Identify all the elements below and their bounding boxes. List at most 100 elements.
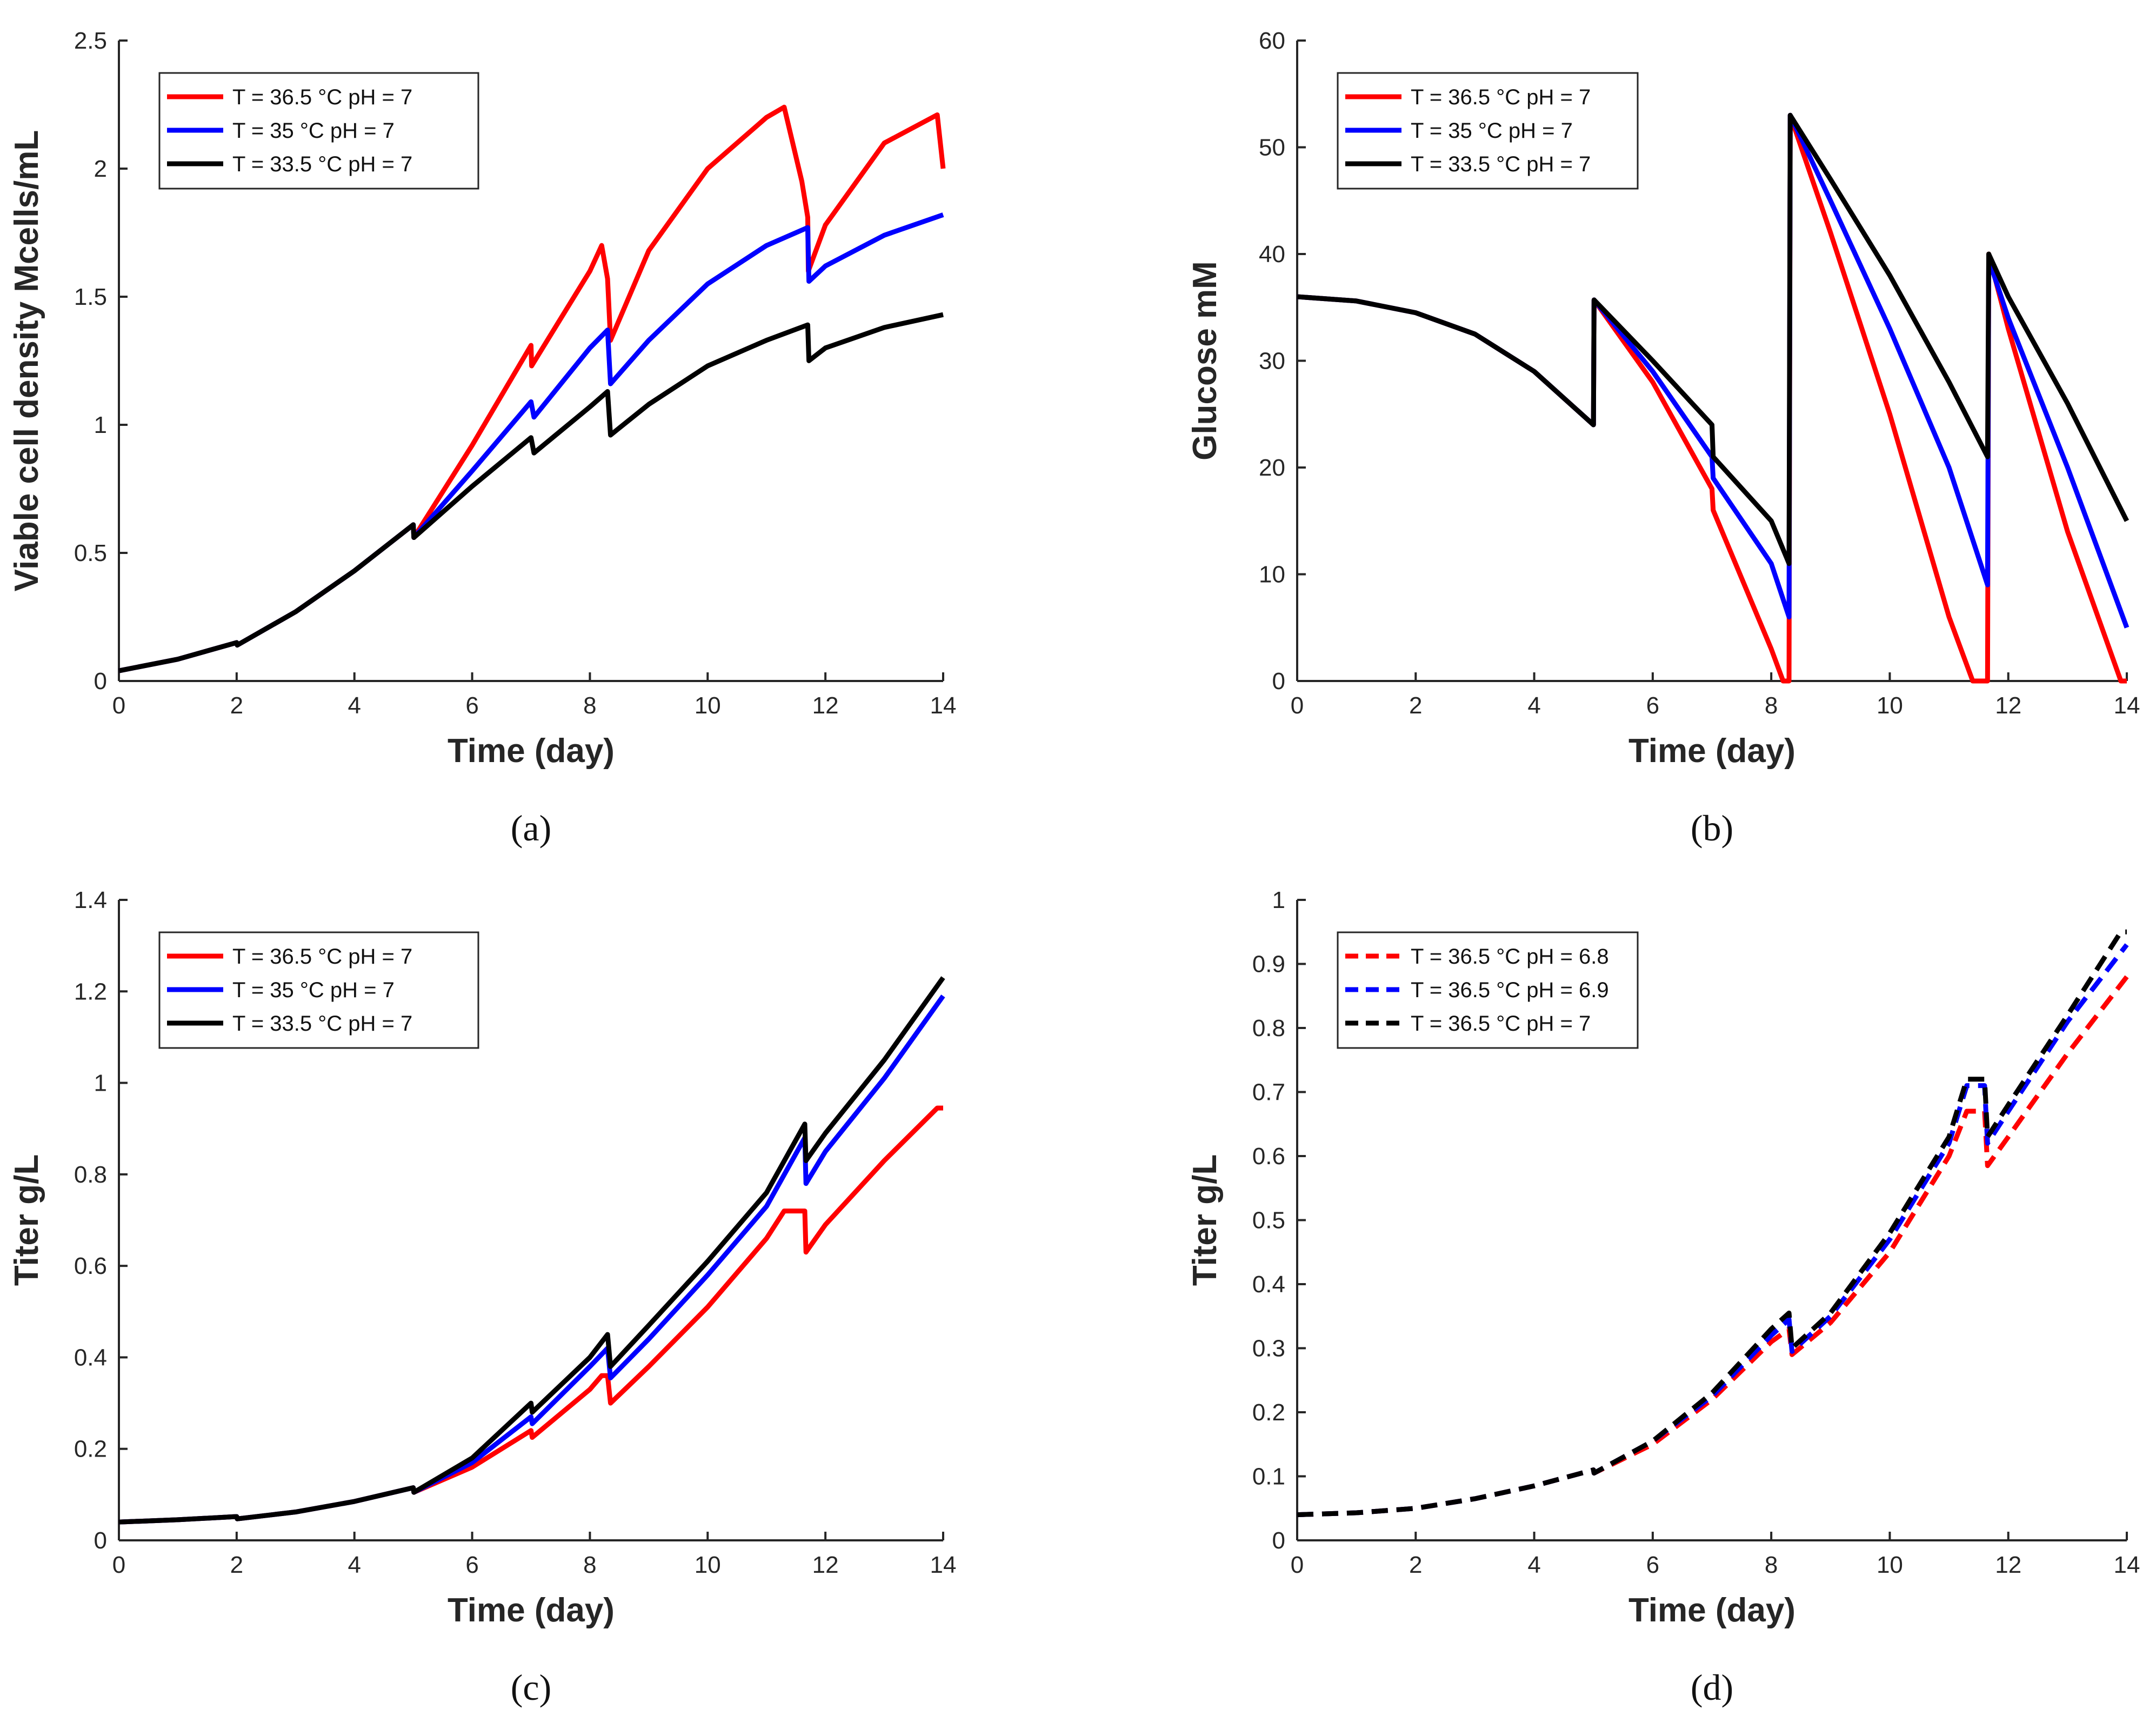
y-tick-label: 0 [1272, 1527, 1285, 1554]
y-tick-label: 40 [1259, 241, 1285, 268]
x-tick-label: 10 [1877, 692, 1903, 719]
y-tick-label: 0.4 [74, 1344, 107, 1371]
legend-label: T = 33.5 °C pH = 7 [232, 1012, 412, 1036]
x-tick-label: 8 [1765, 692, 1778, 719]
y-tick-label: 0 [1272, 668, 1285, 695]
y-tick-label: 2.5 [74, 28, 107, 54]
series-line [118, 312, 944, 673]
series-line [1297, 929, 2127, 1518]
y-tick-label: 1.4 [74, 887, 107, 913]
x-tick-label: 14 [930, 692, 957, 719]
x-tick-label: 4 [1527, 1552, 1540, 1578]
x-axis-label: Time (day) [448, 732, 615, 770]
x-axis-label: Time (day) [1628, 732, 1795, 770]
panel-caption: (d) [1691, 1667, 1733, 1708]
x-tick-label: 4 [1527, 692, 1540, 719]
x-tick-label: 8 [583, 1552, 596, 1578]
chart-panel: 0 2 4 6 8 10 12 14 0 0.2 0.4 0.6 0.8 1 1.2 1.4 Time (day… [8, 887, 956, 1708]
y-tick-label: 0.3 [1252, 1336, 1285, 1362]
x-tick-label: 12 [1995, 692, 2021, 719]
y-tick-label: 1 [94, 412, 107, 438]
x-tick-label: 14 [2114, 692, 2140, 719]
x-axis-label: Time (day) [448, 1592, 615, 1629]
x-tick-label: 8 [1765, 1552, 1778, 1578]
y-tick-label: 60 [1259, 28, 1285, 54]
y-tick-label: 0.4 [1252, 1271, 1285, 1298]
y-tick-label: 0 [94, 668, 107, 695]
legend: T = 36.5 °C pH = 7 T = 35 °C pH = 7 T = 33… [158, 72, 479, 190]
series-line [1297, 112, 2130, 566]
y-tick-label: 1 [1272, 887, 1285, 913]
y-tick-label: 1.5 [74, 284, 107, 310]
y-tick-label: 0.2 [74, 1436, 107, 1463]
legend-label: T = 36.5 °C pH = 7 [232, 945, 412, 969]
panel-caption: (b) [1691, 807, 1733, 849]
y-tick-label: 0.7 [1252, 1079, 1285, 1106]
y-tick-label: 0.2 [1252, 1399, 1285, 1426]
legend-label: T = 36.5 °C pH = 7 [1411, 85, 1591, 109]
x-tick-label: 4 [348, 1552, 361, 1578]
series-line [118, 976, 945, 1525]
x-tick-label: 14 [930, 1552, 957, 1578]
x-tick-label: 6 [1646, 1552, 1659, 1578]
y-tick-label: 1.2 [74, 978, 107, 1005]
y-tick-label: 0.8 [1252, 1015, 1285, 1041]
legend-label: T = 35 °C pH = 7 [232, 119, 395, 143]
y-tick-label: 0.8 [74, 1161, 107, 1188]
legend: T = 36.5 °C pH = 6.8 T = 36.5 °C pH = 6.9… [1337, 931, 1639, 1049]
x-tick-label: 10 [695, 692, 721, 719]
y-tick-label: 0.6 [74, 1253, 107, 1279]
y-tick-label: 20 [1259, 455, 1285, 481]
y-tick-label: 0.5 [74, 540, 107, 566]
y-tick-label: 0.9 [1252, 951, 1285, 978]
y-axis-label: Glucose mM [1186, 261, 1224, 460]
legend-label: T = 36.5 °C pH = 6.8 [1411, 945, 1609, 969]
x-tick-label: 10 [695, 1552, 721, 1578]
y-axis-label: Viable cell density Mcells/mL [8, 130, 45, 591]
x-tick-label: 8 [583, 692, 596, 719]
chart-panel: 0 2 4 6 8 10 12 14 0 0.5 1 1.5 2 2.5 Time (day) Viable … [8, 28, 956, 849]
x-tick-label: 10 [1877, 1552, 1903, 1578]
y-tick-label: 2 [94, 156, 107, 182]
chart-panel: 0 2 4 6 8 10 12 14 0 10 20 30 40 50 60 Time (day) Glucos… [1186, 28, 2140, 849]
x-tick-label: 0 [1291, 692, 1304, 719]
x-tick-label: 6 [1646, 692, 1659, 719]
x-tick-label: 0 [112, 1552, 125, 1578]
y-tick-label: 30 [1259, 348, 1285, 375]
legend-label: T = 33.5 °C pH = 7 [232, 152, 412, 176]
legend: T = 36.5 °C pH = 7 T = 35 °C pH = 7 T = 33… [158, 931, 479, 1049]
legend-label: T = 36.5 °C pH = 6.9 [1411, 978, 1609, 1002]
x-tick-label: 12 [812, 692, 839, 719]
y-tick-label: 50 [1259, 135, 1285, 161]
panel-caption: (c) [511, 1667, 551, 1708]
x-tick-label: 0 [1291, 1552, 1304, 1578]
legend-label: T = 35 °C pH = 7 [232, 978, 395, 1002]
x-axis-label: Time (day) [1628, 1592, 1795, 1629]
legend-label: T = 35 °C pH = 7 [1411, 119, 1573, 143]
legend-label: T = 33.5 °C pH = 7 [1411, 152, 1591, 176]
legend-label: T = 36.5 °C pH = 7 [1411, 1012, 1591, 1036]
legend: T = 36.5 °C pH = 7 T = 35 °C pH = 7 T = 33… [1337, 72, 1639, 190]
x-tick-label: 14 [2114, 1552, 2140, 1578]
y-tick-label: 0.6 [1252, 1143, 1285, 1170]
legend-label: T = 36.5 °C pH = 7 [232, 85, 412, 109]
x-tick-label: 2 [1409, 1552, 1422, 1578]
x-tick-label: 2 [230, 692, 243, 719]
y-tick-label: 0 [94, 1527, 107, 1554]
x-tick-label: 2 [1409, 692, 1422, 719]
x-tick-label: 6 [465, 692, 478, 719]
y-axis-label: Titer g/L [8, 1154, 45, 1286]
x-tick-label: 6 [465, 1552, 478, 1578]
x-tick-label: 12 [812, 1552, 839, 1578]
y-axis-label: Titer g/L [1186, 1154, 1224, 1286]
panel-caption: (a) [511, 807, 551, 849]
x-tick-label: 12 [1995, 1552, 2021, 1578]
chart-panel: 0 2 4 6 8 10 12 14 0 0.1 0.2 0.3 0.4 0.5 0.6 0.7 0.8 0.9 1… [1186, 887, 2140, 1708]
y-tick-label: 1 [94, 1070, 107, 1097]
x-tick-label: 2 [230, 1552, 243, 1578]
y-tick-label: 0.1 [1252, 1464, 1285, 1490]
y-tick-label: 0.5 [1252, 1207, 1285, 1234]
x-tick-label: 4 [348, 692, 361, 719]
